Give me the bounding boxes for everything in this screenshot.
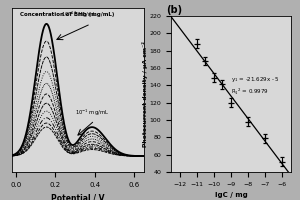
X-axis label: Potential / V: Potential / V	[51, 193, 105, 200]
Text: Concentration of BHb (mg/mL): Concentration of BHb (mg/mL)	[20, 12, 114, 17]
X-axis label: lgC / mg: lgC / mg	[214, 192, 248, 198]
Text: $10^{-11}$ mg/mL: $10^{-11}$ mg/mL	[61, 10, 98, 20]
Y-axis label: Photocurrent density / μA cm⁻²: Photocurrent density / μA cm⁻²	[142, 41, 148, 147]
Text: $10^{-1}$ mg/mL: $10^{-1}$ mg/mL	[75, 107, 109, 118]
Text: (b): (b)	[167, 5, 183, 15]
Text: y$_1$ = -21.629x - 5: y$_1$ = -21.629x - 5	[231, 75, 280, 84]
Text: R$_1$$^2$ = 0.9979: R$_1$$^2$ = 0.9979	[231, 87, 269, 97]
